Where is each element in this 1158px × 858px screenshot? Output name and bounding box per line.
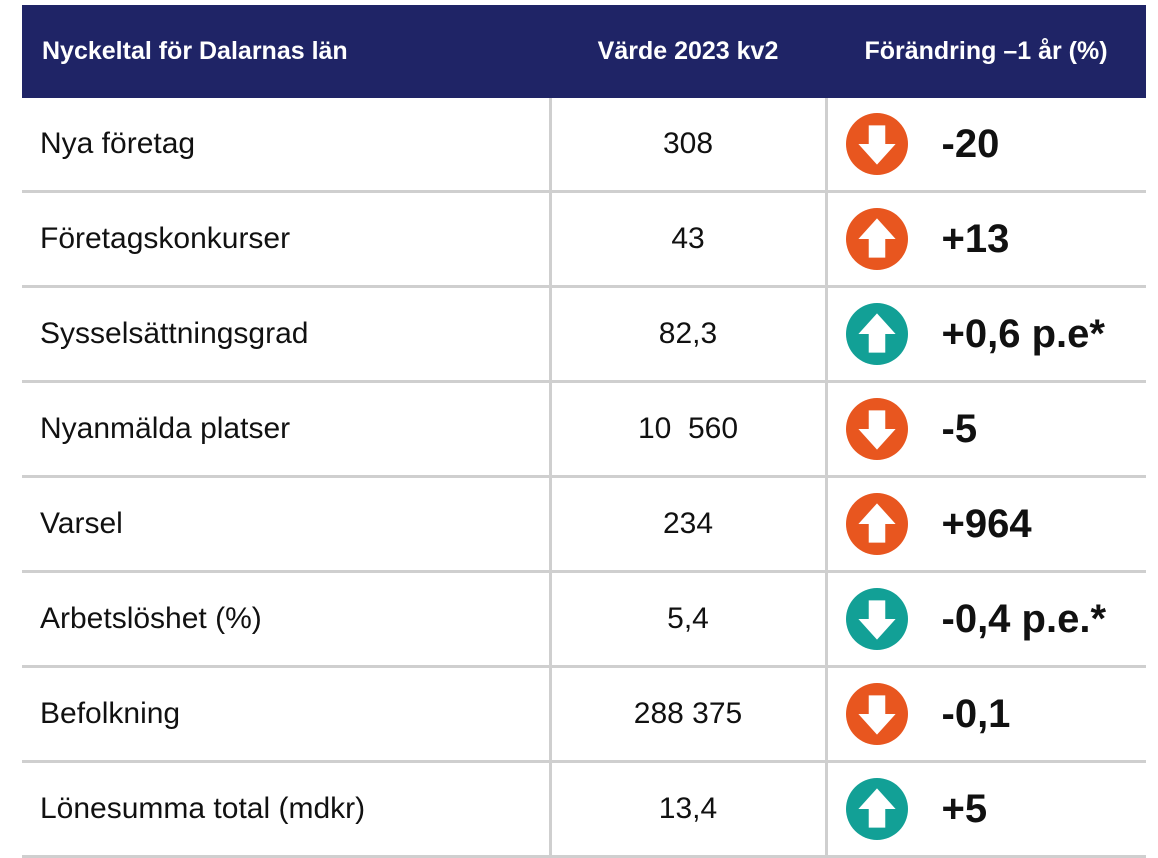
value-cell: 288 375 <box>548 666 828 763</box>
name-cell: Sysselsättningsgrad <box>22 286 552 383</box>
key-figures-table: Nyckeltal för Dalarnas län Värde 2023 kv… <box>22 5 1146 858</box>
header-row: Nyckeltal för Dalarnas län Värde 2023 kv… <box>22 5 1146 98</box>
name-cell: Nya företag <box>22 98 552 193</box>
trend-icon <box>845 208 908 270</box>
icon-arrow <box>857 410 896 450</box>
row: Sysselsättningsgrad 82,3 +0,6 p.e* <box>22 286 1147 383</box>
header-cell: Förändring –1 år (%) <box>826 5 1146 98</box>
change-cell: +5 <box>824 761 1147 858</box>
value-cell: 10 560 <box>548 381 828 478</box>
change-cell: -20 <box>824 98 1147 193</box>
change-cell: -0,4 p.e.* <box>824 571 1147 668</box>
row: Arbetslöshet (%) 5,4 -0,4 p.e.* <box>22 571 1147 668</box>
row: Företagskonkurser 43 +13 <box>22 191 1147 288</box>
table-body: Nya företag 308 -20 Företagskonkurser 43 +13 S… <box>22 98 1147 858</box>
change-text: +13 <box>941 216 1010 261</box>
trend-icon <box>845 493 908 555</box>
icon-arrow <box>857 788 896 828</box>
header-cell: Värde 2023 kv2 <box>550 5 826 98</box>
change-text: -0,1 <box>941 691 1011 736</box>
trend-icon <box>845 113 908 175</box>
change-box: -0,1 <box>828 683 1147 745</box>
icon-arrow <box>857 218 896 258</box>
header-cell: Nyckeltal för Dalarnas län <box>22 5 550 98</box>
trend-icon <box>845 683 908 745</box>
value-cell: 13,4 <box>548 761 828 858</box>
change-cell: +964 <box>824 476 1147 573</box>
change-cell: -0,1 <box>824 666 1147 763</box>
value-cell: 82,3 <box>548 286 828 383</box>
name-cell: Varsel <box>22 476 552 573</box>
value-cell: 5,4 <box>548 571 828 668</box>
row: Befolkning 288 375 -0,1 <box>22 666 1147 763</box>
change-box: +13 <box>828 208 1147 270</box>
value-cell: 234 <box>548 476 828 573</box>
change-text: -20 <box>941 121 1000 166</box>
name-cell: Företagskonkurser <box>22 191 552 288</box>
change-box: +5 <box>828 778 1147 840</box>
change-text: +0,6 p.e* <box>941 311 1105 356</box>
change-text: -0,4 p.e.* <box>941 596 1107 641</box>
change-text: +964 <box>941 501 1032 546</box>
change-box: +0,6 p.e* <box>828 303 1147 365</box>
change-box: -20 <box>828 113 1147 175</box>
change-box: -5 <box>828 398 1147 460</box>
icon-arrow <box>857 600 896 640</box>
change-cell: -5 <box>824 381 1147 478</box>
trend-icon <box>845 588 908 650</box>
name-cell: Lönesumma total (mdkr) <box>22 761 552 858</box>
change-box: +964 <box>828 493 1147 555</box>
trend-icon <box>845 778 908 840</box>
value-cell: 43 <box>548 191 828 288</box>
value-cell: 308 <box>548 98 828 193</box>
table-wrap: Nyckeltal för Dalarnas län Värde 2023 kv… <box>22 5 1146 858</box>
name-cell: Befolkning <box>22 666 552 763</box>
name-cell: Nyanmälda platser <box>22 381 552 478</box>
trend-icon <box>845 398 908 460</box>
change-text: -5 <box>941 406 978 451</box>
row: Varsel 234 +964 <box>22 476 1147 573</box>
trend-icon <box>845 303 908 365</box>
icon-arrow <box>857 695 896 735</box>
icon-arrow <box>857 503 896 543</box>
name-cell: Arbetslöshet (%) <box>22 571 552 668</box>
row: Lönesumma total (mdkr) 13,4 +5 <box>22 761 1147 858</box>
change-box: -0,4 p.e.* <box>828 588 1147 650</box>
change-cell: +0,6 p.e* <box>824 286 1147 383</box>
row: Nyanmälda platser 10 560 -5 <box>22 381 1147 478</box>
change-text: +5 <box>941 786 988 831</box>
row: Nya företag 308 -20 <box>22 98 1147 193</box>
table-header: Nyckeltal för Dalarnas län Värde 2023 kv… <box>22 5 1146 98</box>
change-cell: +13 <box>824 191 1147 288</box>
icon-arrow <box>857 313 896 353</box>
icon-arrow <box>857 125 896 165</box>
